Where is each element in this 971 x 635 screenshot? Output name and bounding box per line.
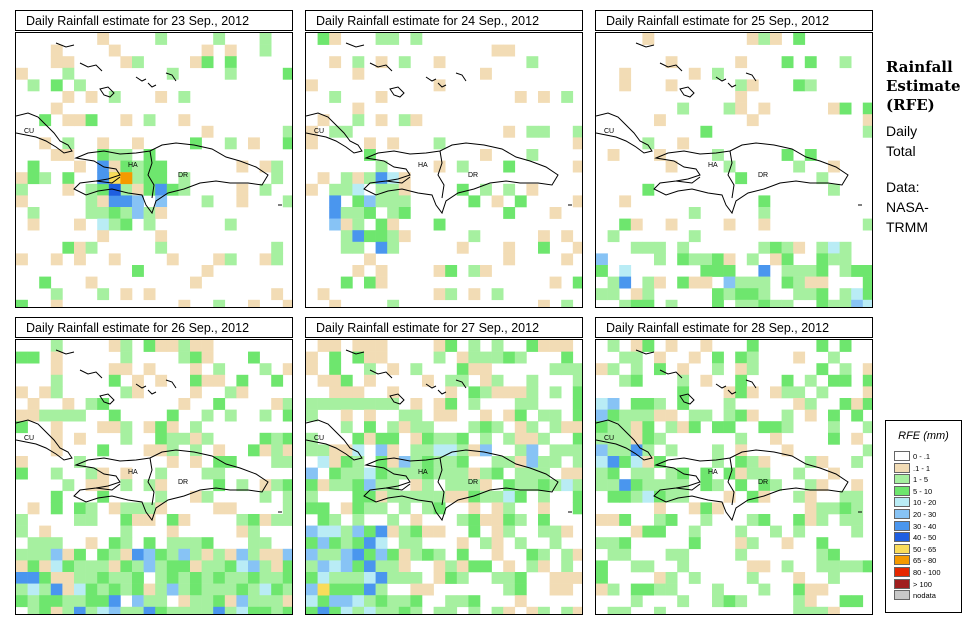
coastlines xyxy=(306,349,572,522)
panel-title: Daily Rainfall estimate for 24 Sep., 201… xyxy=(305,10,583,31)
label-dr: DR xyxy=(178,172,188,179)
coastlines xyxy=(306,42,572,215)
rainfall-grid xyxy=(596,33,872,307)
label-dr: DR xyxy=(758,172,768,179)
text-total: Total xyxy=(886,143,916,159)
legend-label: 5 - 10 xyxy=(913,486,933,496)
panel-title: Daily Rainfall estimate for 25 Sep., 201… xyxy=(595,10,873,31)
legend-swatch xyxy=(894,509,910,519)
coastlines xyxy=(596,42,862,215)
legend-swatch xyxy=(894,543,910,554)
map-canvas: CU HA DR xyxy=(596,33,872,307)
legend-swatch xyxy=(894,555,910,566)
legend-swatch xyxy=(894,497,910,508)
rainfall-grid xyxy=(306,33,582,307)
heading-estimate: Estimate xyxy=(886,77,961,95)
label-dr: DR xyxy=(178,479,188,486)
rainfall-map: CU HA DR xyxy=(305,32,583,308)
legend-swatch xyxy=(894,532,910,543)
label-ha: HA xyxy=(418,469,428,476)
legend-swatch xyxy=(894,567,910,577)
panel-title: Daily Rainfall estimate for 28 Sep., 201… xyxy=(595,317,873,338)
text-data: Data: xyxy=(886,179,920,195)
legend-title: RFE (mm) xyxy=(898,430,949,442)
label-ha: HA xyxy=(128,162,138,169)
coastlines xyxy=(596,349,862,522)
label-cu: CU xyxy=(24,128,34,135)
rainfall-map: CU HA DR xyxy=(15,32,293,308)
heading-rfe: (RFE) xyxy=(886,96,935,114)
legend-label: .1 - 1 xyxy=(913,463,931,473)
map-canvas: CU HA DR xyxy=(596,340,872,614)
rainfall-grid xyxy=(16,340,292,614)
heading-rainfall: Rainfall xyxy=(886,58,953,76)
legend-label: 30 - 40 xyxy=(913,521,937,531)
text-daily: Daily xyxy=(886,123,918,139)
legend-swatch xyxy=(894,590,910,601)
panel-title: Daily Rainfall estimate for 23 Sep., 201… xyxy=(15,10,293,31)
label-cu: CU xyxy=(314,435,324,442)
label-cu: CU xyxy=(604,435,614,442)
map-canvas: CU HA DR xyxy=(306,340,582,614)
panel-title: Daily Rainfall estimate for 27 Sep., 201… xyxy=(305,317,583,338)
rainfall-map: CU HA DR xyxy=(15,339,293,615)
label-dr: DR xyxy=(758,479,768,486)
rainfall-grid xyxy=(16,33,292,307)
rainfall-map: CU HA DR xyxy=(595,32,873,308)
legend-swatch xyxy=(894,474,910,485)
legend-label: > 100 xyxy=(913,579,932,589)
label-ha: HA xyxy=(418,162,428,169)
rainfall-grid xyxy=(306,340,582,614)
legend-swatch xyxy=(894,485,910,496)
side-info: Rainfall Estimate (RFE) Daily Total Data… xyxy=(886,58,966,237)
label-ha: HA xyxy=(708,469,718,476)
coastlines xyxy=(16,42,282,215)
coastlines xyxy=(16,349,282,522)
legend-swatch xyxy=(894,462,910,473)
map-canvas: CU HA DR xyxy=(306,33,582,307)
legend-label: 10 - 20 xyxy=(913,498,937,508)
rainfall-grid xyxy=(596,340,872,614)
label-cu: CU xyxy=(604,128,614,135)
legend-swatch xyxy=(894,520,910,531)
legend-label: 50 - 65 xyxy=(913,544,937,554)
label-dr: DR xyxy=(468,479,478,486)
legend-label: 1 - 5 xyxy=(913,475,929,485)
legend-swatch xyxy=(894,578,910,589)
legend-label: 0 - .1 xyxy=(913,452,931,461)
label-dr: DR xyxy=(468,172,478,179)
label-cu: CU xyxy=(24,435,34,442)
legend-label: nodata xyxy=(913,591,936,601)
map-canvas: CU HA DR xyxy=(16,33,292,307)
legend-label: 65 - 80 xyxy=(913,556,937,566)
legend-label: 40 - 50 xyxy=(913,533,937,543)
panel-title: Daily Rainfall estimate for 26 Sep., 201… xyxy=(15,317,293,338)
legend-swatch xyxy=(894,451,910,461)
text-trmm: TRMM xyxy=(886,219,928,235)
legend-label: 20 - 30 xyxy=(913,510,937,519)
map-canvas: CU HA DR xyxy=(16,340,292,614)
label-cu: CU xyxy=(314,128,324,135)
rainfall-map: CU HA DR xyxy=(305,339,583,615)
text-nasa: NASA- xyxy=(886,199,929,215)
legend-label: 80 - 100 xyxy=(913,568,941,577)
label-ha: HA xyxy=(128,469,138,476)
label-ha: HA xyxy=(708,162,718,169)
rainfall-map: CU HA DR xyxy=(595,339,873,615)
